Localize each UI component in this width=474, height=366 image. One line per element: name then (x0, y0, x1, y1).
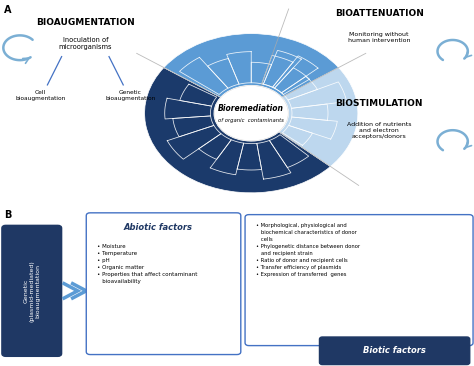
Text: Genetic
bioaugmentation: Genetic bioaugmentation (105, 90, 155, 101)
Text: • Moisture
• Temperature
• pH
• Organic matter
• Properties that affect contamin: • Moisture • Temperature • pH • Organic … (97, 244, 198, 284)
Wedge shape (164, 34, 338, 97)
Text: Monitoring without
human intervention: Monitoring without human intervention (348, 32, 410, 43)
Text: BIOSTIMULATION: BIOSTIMULATION (336, 99, 423, 108)
Text: B: B (4, 210, 11, 220)
Text: A: A (4, 5, 11, 15)
FancyBboxPatch shape (86, 213, 241, 355)
FancyBboxPatch shape (319, 337, 470, 365)
Wedge shape (145, 68, 330, 193)
Text: of organic  contaminants: of organic contaminants (219, 119, 284, 123)
Text: Inoculation of
microorganisms: Inoculation of microorganisms (59, 37, 112, 50)
Text: Bioremediation: Bioremediation (219, 104, 284, 113)
Text: BIOATTENUATION: BIOATTENUATION (335, 9, 424, 18)
Wedge shape (261, 36, 358, 167)
Text: Genetic
(plasmid-mediated)
bioaugmentation: Genetic (plasmid-mediated) bioaugmentati… (23, 260, 40, 322)
Text: Addition of nutrients
and electron
acceptors/donors: Addition of nutrients and electron accep… (347, 122, 411, 139)
Text: BIOAUGMENTATION: BIOAUGMENTATION (36, 18, 135, 27)
Text: Cell
bioaugmentation: Cell bioaugmentation (15, 90, 65, 101)
FancyBboxPatch shape (2, 225, 62, 356)
Text: Biotic factors: Biotic factors (364, 346, 426, 355)
Circle shape (214, 86, 288, 141)
Text: • Morphological, physiological and
   biochemical characteristics of donor
   ce: • Morphological, physiological and bioch… (256, 223, 360, 277)
FancyBboxPatch shape (245, 214, 473, 346)
Text: Abiotic factors: Abiotic factors (123, 223, 192, 232)
